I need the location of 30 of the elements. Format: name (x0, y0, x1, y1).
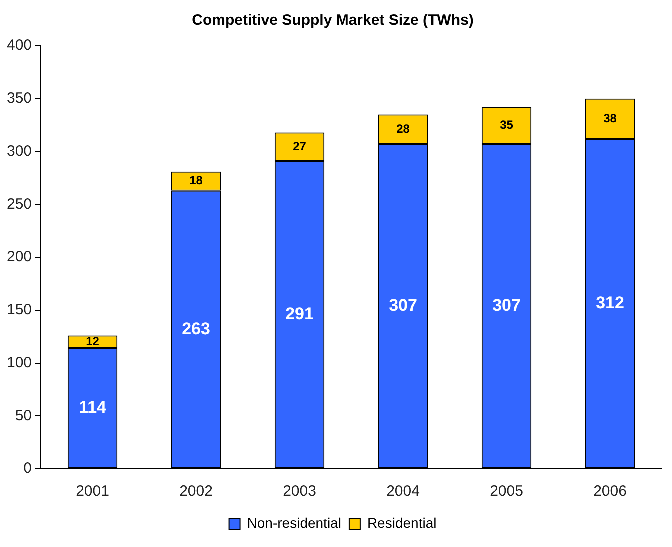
y-tick-label: 200 (6, 248, 32, 266)
y-tick-label: 300 (6, 142, 32, 160)
data-label: 312 (596, 293, 624, 312)
data-label: 307 (492, 296, 521, 316)
data-label: 28 (396, 122, 410, 136)
x-tick-label: 2003 (283, 483, 316, 500)
y-tick-label: 0 (24, 460, 32, 478)
y-tick-label: 400 (6, 37, 32, 54)
x-tick-label: 2001 (76, 483, 110, 500)
legend-label: Non-residential (247, 514, 342, 531)
x-tick-label: 2006 (594, 483, 627, 500)
chart-title: Competitive Supply Market Size (TWhs) (192, 12, 474, 30)
data-label: 263 (182, 319, 210, 338)
data-label: 35 (500, 118, 514, 132)
data-label: 12 (86, 334, 100, 348)
y-tick-label: 250 (6, 196, 32, 213)
legend-label: Residential (367, 514, 437, 531)
y-tick-label: 100 (6, 354, 32, 372)
y-tick-label: 350 (6, 90, 32, 108)
y-tick-label: 150 (6, 302, 32, 319)
data-label: 38 (604, 111, 618, 126)
data-label: 27 (293, 139, 307, 154)
data-label: 307 (389, 296, 418, 316)
y-tick-label: 50 (15, 407, 32, 424)
x-tick-label: 2005 (490, 483, 524, 500)
data-label: 18 (190, 174, 204, 188)
data-label: 114 (79, 398, 108, 418)
x-tick-label: 2002 (180, 483, 213, 500)
data-label: 291 (286, 304, 314, 324)
x-tick-label: 2004 (386, 483, 420, 500)
